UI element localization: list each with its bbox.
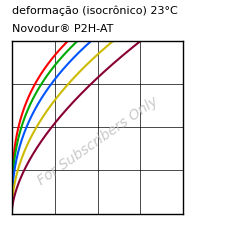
Text: For Subscribers Only: For Subscribers Only	[35, 94, 161, 188]
Text: deformação (isocrônico) 23°C: deformação (isocrônico) 23°C	[12, 6, 177, 16]
Text: Novodur® P2H-AT: Novodur® P2H-AT	[12, 24, 113, 34]
